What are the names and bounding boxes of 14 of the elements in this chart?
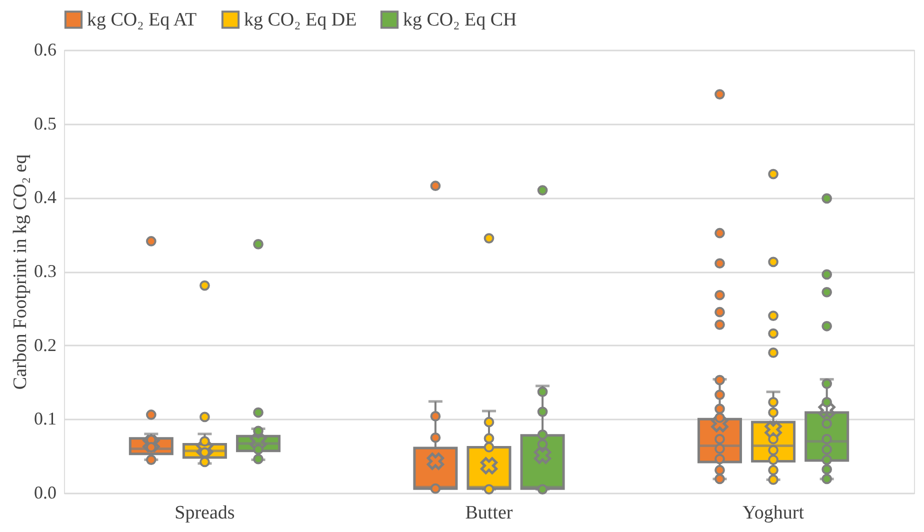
legend-label: kg CO₂ Eq DE — [244, 10, 357, 31]
y-tick-label: 0.5 — [34, 113, 56, 134]
legend-label: kg CO₂ Eq AT — [87, 10, 197, 31]
x-tick-label: Spreads — [174, 502, 235, 524]
x-tick-label: Butter — [465, 502, 514, 524]
x-tick-label: Yoghurt — [742, 502, 805, 524]
y-tick-label: 0.3 — [34, 261, 56, 281]
legend-label: kg CO₂ Eq CH — [403, 10, 518, 31]
y-tick-label: 0.2 — [34, 334, 56, 355]
y-tick-label: 0.1 — [34, 408, 56, 429]
y-tick-label: 0.6 — [34, 40, 56, 60]
y-axis-title: Carbon Footprint in kg CO₂ eq — [10, 154, 31, 390]
y-tick-label: 0.4 — [34, 187, 56, 208]
y-tick-label: 0.0 — [34, 482, 56, 502]
